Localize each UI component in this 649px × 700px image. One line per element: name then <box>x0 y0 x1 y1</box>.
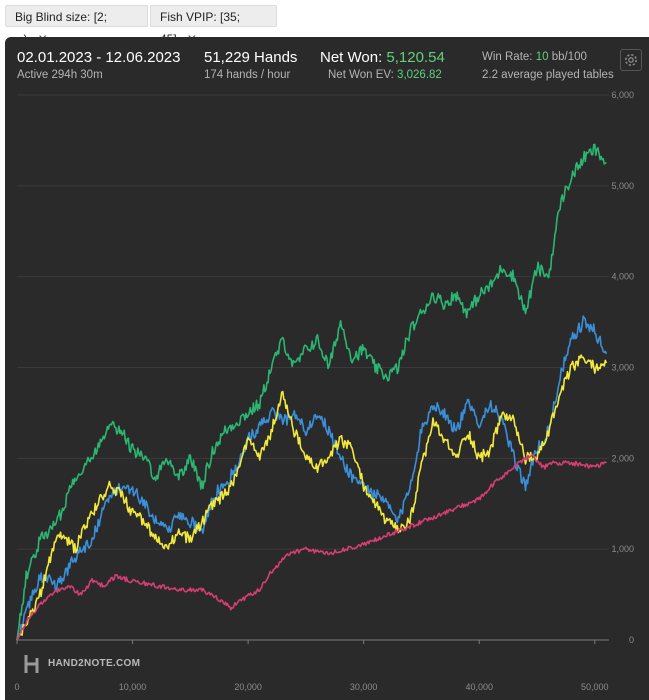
series-line-1 <box>16 315 608 641</box>
hands-per-hour: 174 hands / hour <box>204 69 291 81</box>
hands-count: 51,229 Hands <box>204 49 298 66</box>
series-line-2 <box>16 354 608 641</box>
filter-chip-fish-vpip[interactable]: Fish VPIP: [35; 45]✕ <box>150 5 277 46</box>
y-tick-label: 5,000 <box>611 181 634 191</box>
net-won-label: Net Won: <box>320 49 383 66</box>
net-won-ev-value: 3,026.82 <box>397 69 442 81</box>
y-tick-label: 2,000 <box>611 453 634 463</box>
win-rate: Win Rate: 10 bb/100 <box>482 51 587 63</box>
y-tick-label: 3,000 <box>611 363 634 373</box>
y-tick-label: 6,000 <box>611 90 634 100</box>
filter-bar: Big Blind size: [2; ∞)✕ Fish VPIP: [35; … <box>0 0 649 46</box>
x-tick-label: 20,000 <box>234 682 262 692</box>
x-tick-label: 50,000 <box>581 682 609 692</box>
x-tick-label: 10,000 <box>119 682 147 692</box>
series-line-0 <box>16 143 607 641</box>
series-line-3 <box>16 453 607 641</box>
y-tick-label: 1,000 <box>611 544 634 554</box>
logo-text: HAND2NOTE.COM <box>48 658 141 669</box>
y-tick-label: 4,000 <box>611 272 634 282</box>
date-range: 02.01.2023 - 12.06.2023 <box>17 49 181 66</box>
win-rate-label: Win Rate: <box>482 51 533 63</box>
filter-chip-big-blind[interactable]: Big Blind size: [2; ∞)✕ <box>5 5 148 46</box>
net-won-ev-label: Net Won EV: <box>328 69 394 81</box>
net-won-ev: Net Won EV: 3,026.82 <box>328 69 442 81</box>
graph-panel <box>5 37 649 700</box>
h-logo-icon <box>24 655 39 673</box>
settings-button[interactable] <box>620 49 642 71</box>
avg-tables: 2.2 average played tables <box>482 69 614 81</box>
x-tick-label: 30,000 <box>350 682 378 692</box>
x-tick-label: 0 <box>14 682 19 692</box>
y-tick-label: 0 <box>629 635 634 645</box>
x-tick-label: 40,000 <box>465 682 493 692</box>
gear-icon <box>625 54 637 66</box>
net-won: Net Won: 5,120.54 <box>320 49 445 66</box>
win-rate-value: 10 <box>535 51 549 63</box>
win-rate-unit: bb/100 <box>551 51 587 63</box>
net-won-value: 5,120.54 <box>386 49 445 66</box>
active-time: Active 294h 30m <box>17 69 103 81</box>
